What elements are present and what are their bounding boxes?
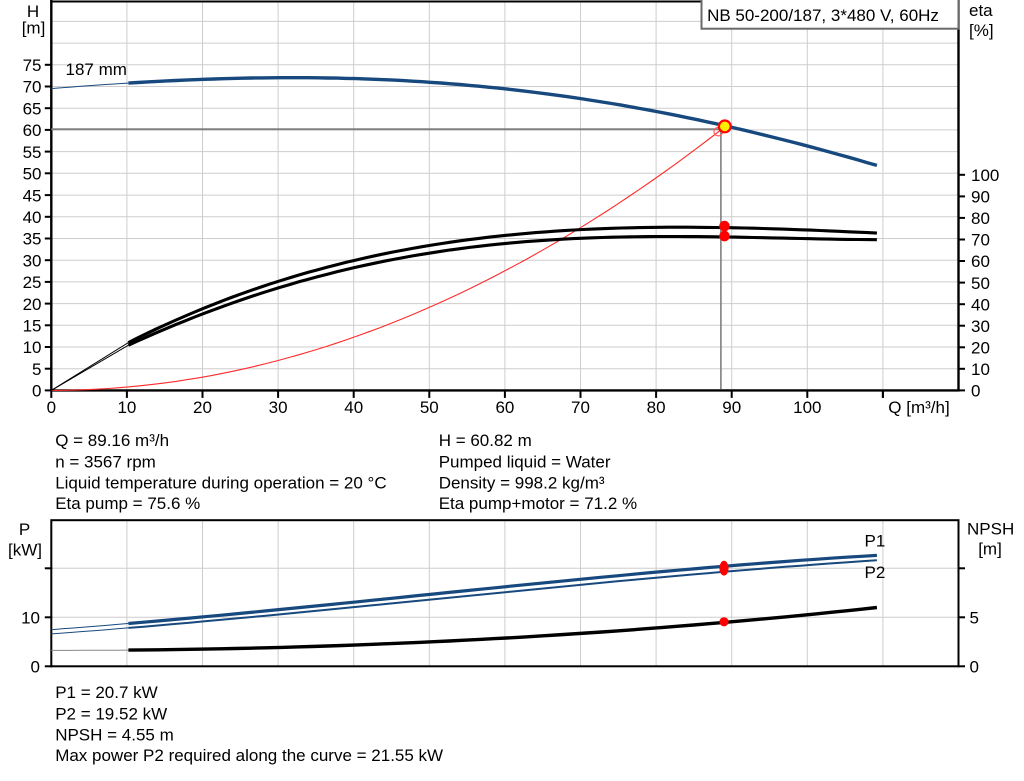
svg-text:10: 10 [117,398,136,417]
svg-text:Pumped liquid = Water: Pumped liquid = Water [439,452,611,471]
svg-text:30: 30 [269,398,288,417]
svg-text:50: 50 [420,398,439,417]
svg-text:55: 55 [23,143,42,162]
svg-text:20: 20 [193,398,212,417]
svg-text:30: 30 [23,251,42,270]
svg-text:n = 3567 rpm: n = 3567 rpm [55,452,156,471]
svg-text:65: 65 [23,99,42,118]
svg-text:10: 10 [23,338,42,357]
svg-text:25: 25 [23,273,42,292]
svg-text:40: 40 [23,208,42,227]
svg-text:P2: P2 [865,563,886,582]
svg-text:[m]: [m] [978,539,1002,558]
svg-text:Eta pump+motor = 71.2 %: Eta pump+motor = 71.2 % [439,494,637,513]
svg-text:0: 0 [47,398,56,417]
svg-text:15: 15 [23,317,42,336]
svg-text:20: 20 [971,339,990,358]
svg-text:[%]: [%] [969,21,994,40]
svg-text:NPSH: NPSH [967,520,1014,539]
svg-text:Q [m³/h]: Q [m³/h] [888,398,949,417]
svg-text:NB 50-200/187, 3*480 V, 60Hz: NB 50-200/187, 3*480 V, 60Hz [707,6,939,25]
svg-text:[kW]: [kW] [8,541,42,560]
svg-text:90: 90 [971,188,990,207]
svg-text:Liquid temperature during oper: Liquid temperature during operation = 20… [55,474,386,493]
svg-text:20: 20 [23,295,42,314]
svg-text:0: 0 [32,382,41,401]
svg-text:35: 35 [23,230,42,249]
svg-text:5: 5 [32,360,41,379]
svg-text:[m]: [m] [22,19,46,38]
svg-text:50: 50 [23,165,42,184]
svg-text:50: 50 [971,274,990,293]
svg-text:70: 70 [971,231,990,250]
svg-text:Max power P2 required along th: Max power P2 required along the curve = … [55,746,443,765]
svg-text:Q = 89.16 m³/h: Q = 89.16 m³/h [55,431,169,450]
svg-text:eta: eta [969,1,993,20]
svg-text:5: 5 [970,609,979,628]
svg-text:0: 0 [31,658,40,677]
svg-text:Density = 998.2 kg/m³: Density = 998.2 kg/m³ [439,474,605,493]
svg-text:100: 100 [971,166,999,185]
svg-text:70: 70 [23,78,42,97]
svg-text:60: 60 [495,398,514,417]
svg-text:10: 10 [971,360,990,379]
svg-text:H: H [27,2,39,21]
svg-text:80: 80 [971,209,990,228]
svg-text:P: P [19,520,30,539]
svg-text:40: 40 [344,398,363,417]
svg-text:60: 60 [971,252,990,271]
svg-text:P1: P1 [865,532,886,551]
svg-text:Eta pump = 75.6 %: Eta pump = 75.6 % [55,494,200,513]
svg-text:0: 0 [970,658,979,677]
svg-text:60: 60 [23,121,42,140]
svg-text:30: 30 [971,317,990,336]
svg-text:80: 80 [647,398,666,417]
svg-text:45: 45 [23,186,42,205]
svg-text:90: 90 [722,398,741,417]
svg-text:75: 75 [23,56,42,75]
svg-text:P1 = 20.7 kW: P1 = 20.7 kW [55,683,158,702]
svg-text:10: 10 [21,609,40,628]
svg-text:NPSH = 4.55 m: NPSH = 4.55 m [55,726,174,745]
svg-text:70: 70 [571,398,590,417]
svg-text:187 mm: 187 mm [66,60,127,79]
svg-text:P2 = 19.52 kW: P2 = 19.52 kW [55,704,167,723]
svg-text:40: 40 [971,295,990,314]
svg-text:H = 60.82 m: H = 60.82 m [439,431,532,450]
svg-text:0: 0 [971,382,980,401]
svg-text:100: 100 [793,398,821,417]
